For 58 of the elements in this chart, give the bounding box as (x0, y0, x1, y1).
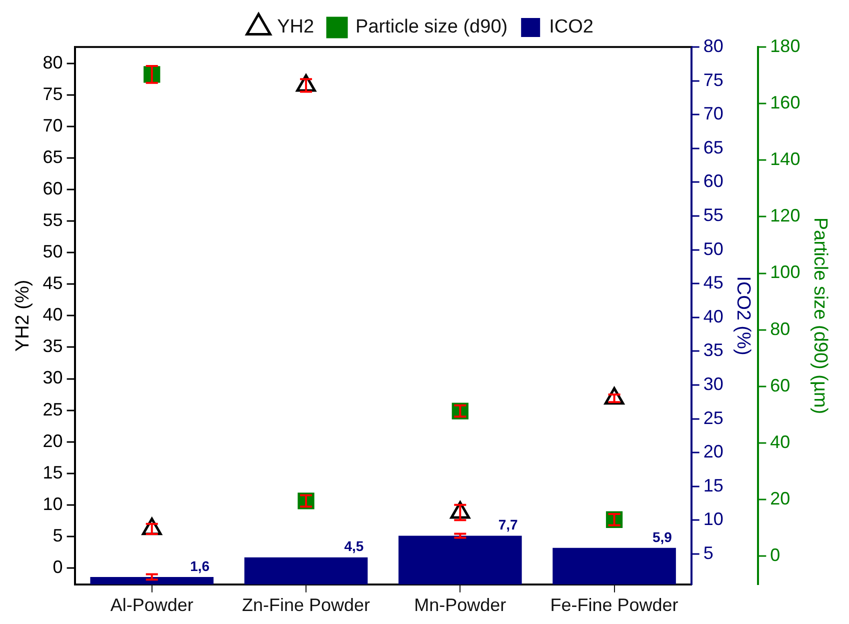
x-tick-label: Mn-Powder (414, 595, 506, 616)
y2-tick-label: 75 (703, 70, 724, 90)
y2-tick-label: 40 (703, 306, 724, 326)
data-label: 1,6 (190, 558, 210, 574)
y-tick-label: 70 (42, 115, 63, 136)
x-tick-label: Zn-Fine Powder (242, 595, 370, 616)
y2-tick-label: 10 (703, 509, 724, 530)
y-axis-title: YH2 (%) (12, 280, 34, 352)
y3-tick-label: 140 (770, 149, 800, 170)
y2-axis-title: ICO2 (%) (732, 276, 754, 356)
y-tick-label: 45 (42, 273, 63, 294)
data-label: 4,5 (344, 538, 364, 554)
x-tick-label: Al-Powder (110, 595, 194, 616)
y3-tick-label: 0 (770, 545, 780, 566)
y2-tick-label: 15 (703, 475, 724, 496)
y-tick-label: 50 (42, 242, 63, 262)
y3-tick-label: 60 (770, 375, 790, 396)
x-tick-label: Fe-Fine Powder (550, 595, 678, 616)
legend-label: Particle size (d90) (356, 16, 508, 38)
y-tick-label: 35 (42, 336, 63, 356)
y-tick-label: 30 (42, 368, 63, 388)
data-label: 7,7 (498, 516, 518, 533)
y-tick-label: 20 (42, 430, 63, 451)
y3-axis-title: Particle size (d90) (µm) (809, 217, 830, 414)
y2-tick-label: 65 (703, 137, 724, 158)
y3-tick-label: 160 (770, 92, 800, 113)
y3-tick-label: 180 (770, 36, 800, 56)
y-tick-label: 55 (42, 210, 63, 230)
y-tick-label: 0 (52, 556, 63, 577)
y-tick-label: 80 (42, 52, 63, 72)
point (604, 387, 624, 405)
y2-tick-label: 80 (703, 36, 724, 56)
y-tick-label: 60 (42, 178, 63, 199)
y2-tick-label: 25 (703, 408, 724, 428)
y3-tick-label: 100 (770, 262, 800, 282)
y2-tick-label: 20 (703, 442, 724, 462)
y2-tick-label: 50 (703, 238, 724, 259)
data-label: 5,9 (652, 528, 672, 545)
y3-tick-label: 40 (770, 432, 790, 452)
y-tick-label: 75 (42, 84, 63, 104)
y3-tick-label: 120 (770, 206, 800, 226)
y2-tick-label: 55 (703, 204, 724, 225)
y2-tick-label: 70 (703, 104, 724, 124)
y2-tick-label: 30 (703, 374, 724, 394)
y3-tick-label: 20 (770, 488, 790, 509)
y-tick-label: 25 (42, 399, 63, 420)
y2-tick-label: 5 (703, 542, 714, 563)
y-tick-label: 5 (52, 525, 63, 546)
y-tick-label: 40 (42, 304, 63, 325)
y-tick-label: 65 (42, 146, 63, 167)
y2-tick-label: 35 (703, 340, 724, 360)
legend-label: YH2 (277, 16, 314, 38)
y2-tick-label: 60 (703, 171, 724, 192)
legend-label: ICO2 (549, 16, 594, 38)
y-tick-label: 10 (42, 494, 63, 514)
y-tick-label: 15 (42, 462, 63, 482)
y3-tick-label: 80 (770, 318, 790, 339)
y2-tick-label: 45 (703, 272, 724, 293)
